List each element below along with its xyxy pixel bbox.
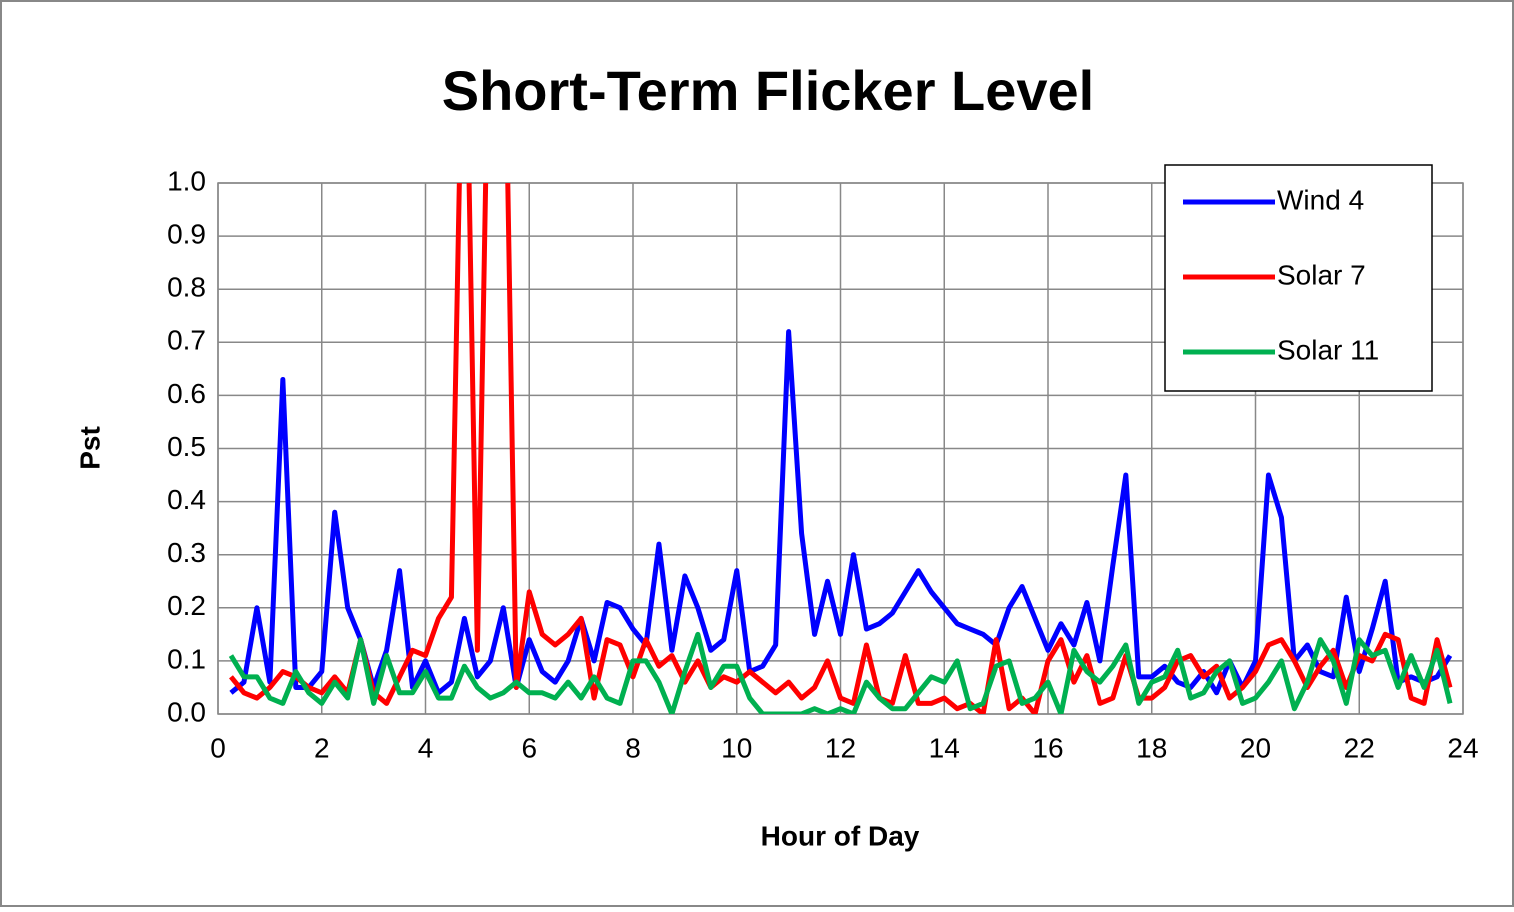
legend-label: Solar 11 [1277, 334, 1379, 365]
y-tick-label: 0.3 [167, 537, 206, 568]
y-tick-label: 0.5 [167, 431, 206, 462]
x-tick-label: 16 [1032, 732, 1063, 763]
x-tick-label: 24 [1447, 732, 1478, 763]
x-tick-label: 2 [314, 732, 330, 763]
legend-label: Wind 4 [1277, 184, 1364, 215]
y-tick-label: 0.8 [167, 272, 206, 303]
y-tick-label: 0.1 [167, 643, 206, 674]
plot-area [228, 183, 1453, 714]
y-tick-label: 0.6 [167, 378, 206, 409]
y-tick-label: 0.9 [167, 218, 206, 249]
y-tick-label: 0.2 [167, 590, 206, 621]
y-tick-label: 1.0 [167, 165, 206, 196]
x-tick-label: 20 [1240, 732, 1271, 763]
x-tick-label: 10 [721, 732, 752, 763]
y-tick-label: 0.0 [167, 696, 206, 727]
data-line [229, 183, 1453, 714]
x-tick-label: 14 [929, 732, 960, 763]
x-tick-label: 22 [1344, 732, 1375, 763]
y-tick-label: 0.4 [167, 484, 206, 515]
x-tick-label: 4 [418, 732, 434, 763]
legend-label: Solar 7 [1277, 259, 1366, 290]
x-tick-label: 6 [521, 732, 537, 763]
x-tick-label: 0 [210, 732, 226, 763]
y-axis-label: Pst [74, 426, 105, 470]
x-tick-label: 8 [625, 732, 641, 763]
x-axis-label: Hour of Day [761, 820, 920, 851]
plot-frame [217, 182, 1464, 715]
data-line [228, 631, 1453, 714]
x-tick-label: 18 [1136, 732, 1167, 763]
y-tick-label: 0.7 [167, 325, 206, 356]
chart-title: Short-Term Flicker Level [442, 59, 1095, 122]
x-tick-label: 12 [825, 732, 856, 763]
